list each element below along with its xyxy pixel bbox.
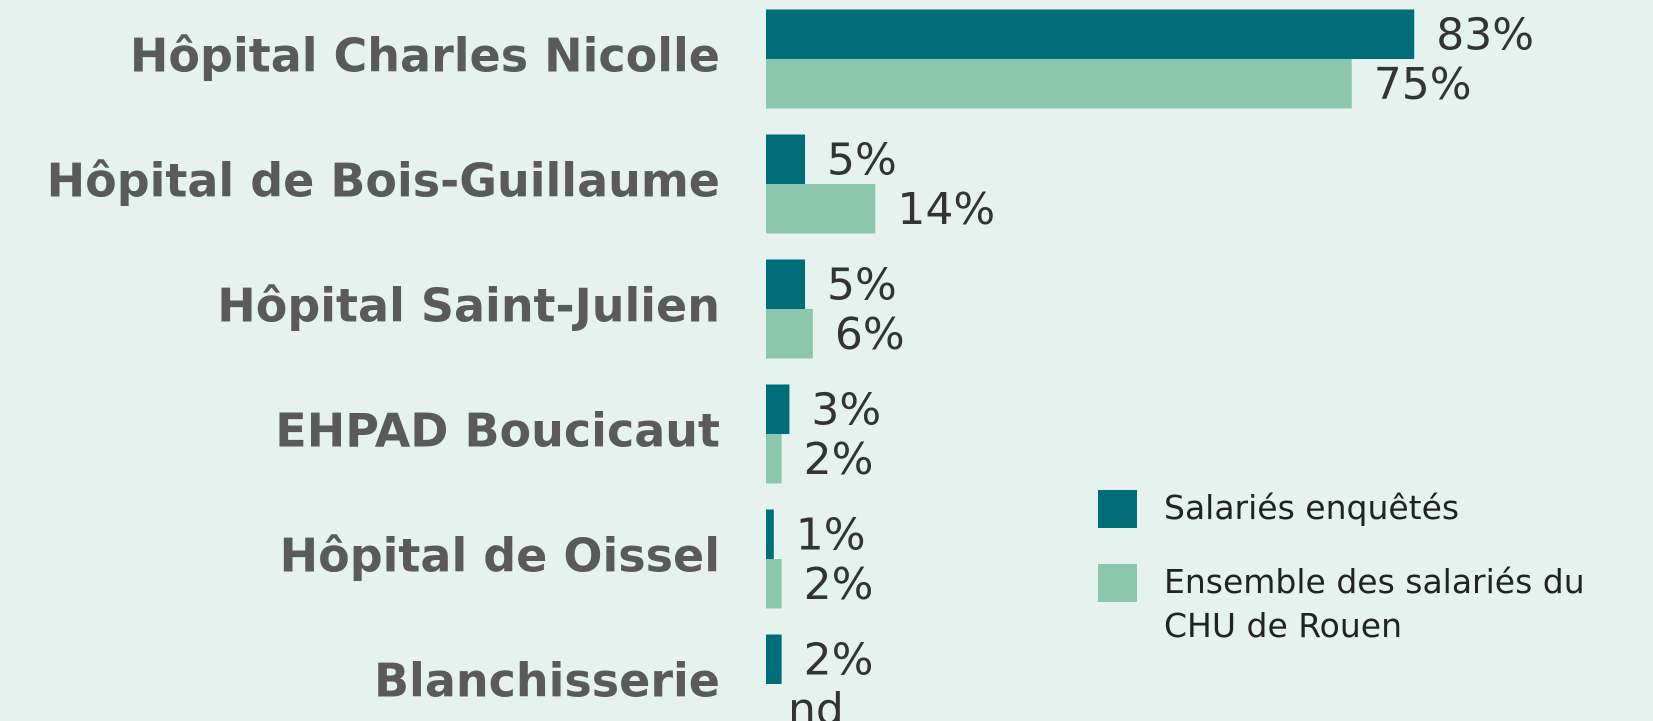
bar [766,309,813,359]
value-label: 1% [796,509,866,560]
value-label: 5% [827,134,897,185]
legend-label: Salariés enquêtés [1164,488,1460,527]
category-label: Hôpital de Oissel [280,529,720,583]
legend: Salariés enquêtés Ensemble des salariés d… [1098,488,1648,682]
bar [766,434,782,484]
value-label: 14% [897,184,995,235]
legend-item: Ensemble des salariés du CHU de Rouen [1098,562,1648,648]
bar [766,59,1352,109]
legend-label: Ensemble des salariés du CHU de Rouen [1164,562,1585,645]
category-label: Hôpital de Bois-Guillaume [47,154,720,208]
bar [766,134,806,184]
value-label: 2% [804,434,874,485]
legend-swatch [1098,490,1137,528]
bar [766,384,790,434]
value-label: 75% [1374,59,1472,110]
value-label: 83% [1436,9,1534,60]
value-label: 3% [811,384,881,435]
bar [766,559,782,609]
value-label: 2% [804,634,874,685]
legend-item: Salariés enquêtés [1098,488,1648,530]
category-label: Blanchisserie [374,654,720,708]
bar [766,184,876,234]
bar [766,259,806,309]
legend-swatch [1098,564,1137,602]
bar [766,9,1415,59]
category-label: Hôpital Saint-Julien [217,279,720,333]
value-label: 6% [835,309,905,360]
bar [766,509,774,559]
category-label: EHPAD Boucicaut [275,404,720,458]
value-label: 2% [804,559,874,610]
category-label: Hôpital Charles Nicolle [130,29,720,83]
value-label: 5% [827,259,897,310]
bar [766,634,782,684]
value-label: nd [788,684,844,721]
